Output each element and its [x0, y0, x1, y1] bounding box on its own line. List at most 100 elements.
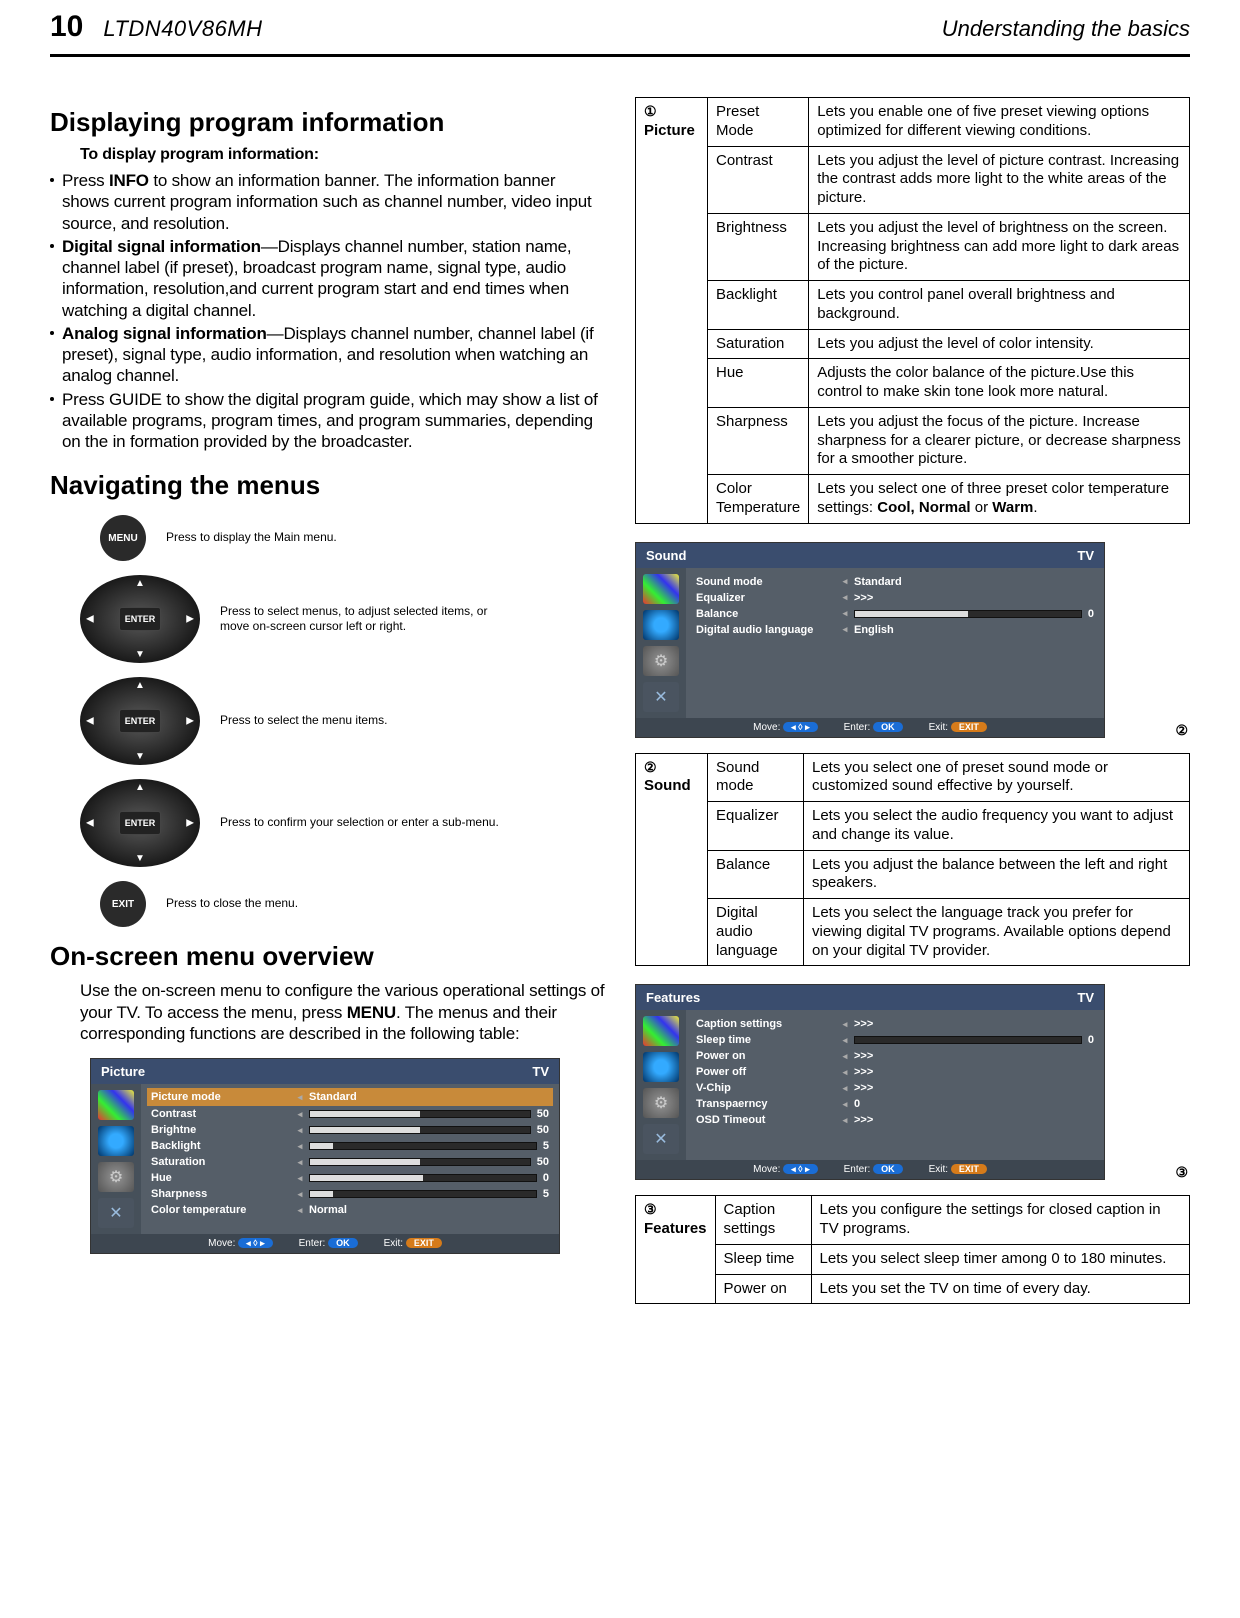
table-setting-name: Saturation [708, 329, 809, 359]
osd-label: Contrast [151, 1108, 291, 1120]
osd-tab-sound-icon[interactable] [643, 1052, 679, 1082]
osd-value: 0 [543, 1172, 549, 1184]
osd-tab-features-icon[interactable]: ⚙ [98, 1162, 134, 1192]
osd-row[interactable]: Brightne ◂ 50 [151, 1122, 549, 1138]
callout-number-3: ③ [635, 1164, 1190, 1181]
table-setting-description: Lets you select the language track you p… [804, 899, 1190, 966]
osd-row[interactable]: Sleep time ◂ 0 [696, 1032, 1094, 1048]
osd-footer-enter: Enter: OK [844, 1164, 903, 1175]
osd-label: Backlight [151, 1140, 291, 1152]
osd-tab-tools-icon[interactable]: ✕ [98, 1198, 134, 1228]
osd-row[interactable]: OSD Timeout ◂ >>> [696, 1112, 1094, 1128]
table-setting-name: Contrast [708, 146, 809, 213]
osd-value: 0 [1088, 608, 1094, 620]
osd-row[interactable]: Power off ◂ >>> [696, 1064, 1094, 1080]
osd-tab-picture-icon[interactable] [98, 1090, 134, 1120]
osd-row[interactable]: Transpaerncy ◂ 0 [696, 1096, 1094, 1112]
osd-tab-picture-icon[interactable] [643, 574, 679, 604]
table-setting-name: Power on [715, 1274, 811, 1304]
osd-title: Picture [101, 1064, 145, 1079]
bullet-icon [50, 244, 54, 248]
osd-row[interactable]: Picture mode ◂ Standard [147, 1088, 553, 1106]
osd-row[interactable]: Sound mode ◂ Standard [696, 574, 1094, 590]
osd-row[interactable]: Digital audio language ◂ English [696, 622, 1094, 638]
osd-footer-move: Move: ◂ ◊ ▸ [753, 1164, 818, 1175]
table-setting-description: Lets you adjust the level of brightness … [809, 213, 1190, 280]
osd-value: Normal [309, 1204, 347, 1216]
osd-footer-enter: Enter: OK [844, 722, 903, 733]
table-setting-description: Lets you select one of preset sound mode… [804, 753, 1190, 802]
osd-label: Caption settings [696, 1018, 836, 1030]
osd-label: Picture mode [151, 1091, 291, 1103]
ok-pill-icon: OK [873, 1164, 903, 1174]
osd-separator-icon: ◂ [291, 1189, 309, 1200]
osd-row[interactable]: Equalizer ◂ >>> [696, 590, 1094, 606]
table-setting-name: Brightness [708, 213, 809, 280]
ok-pill-icon: OK [873, 722, 903, 732]
heading-osd-overview: On-screen menu overview [50, 941, 605, 972]
osd-tab-features-icon[interactable]: ⚙ [643, 1088, 679, 1118]
chapter-title: Understanding the basics [942, 16, 1190, 42]
osd-features-menu: Features TV ⚙ ✕ Caption settings ◂ >>> S… [635, 984, 1105, 1180]
osd-label: Balance [696, 608, 836, 620]
osd-row[interactable]: Hue ◂ 0 [151, 1170, 549, 1186]
table-section-label: ③ Features [636, 1196, 716, 1304]
osd-footer-exit: Exit: EXIT [929, 1164, 987, 1175]
osd-separator-icon: ◂ [836, 624, 854, 635]
osd-label: OSD Timeout [696, 1114, 836, 1126]
osd-separator-icon: ◂ [291, 1109, 309, 1120]
osd-title: Features [646, 990, 700, 1005]
picture-settings-table: ① PicturePreset ModeLets you enable one … [635, 97, 1190, 524]
osd-tab-tools-icon[interactable]: ✕ [643, 1124, 679, 1154]
osd-row[interactable]: Backlight ◂ 5 [151, 1138, 549, 1154]
table-setting-name: Backlight [708, 281, 809, 330]
osd-separator-icon: ◂ [836, 1099, 854, 1110]
dpad-icon: ENTER ▲ ▼ ◀ ▶ [80, 575, 200, 663]
enter-button-icon: ENTER [119, 607, 161, 631]
osd-tab-sound-icon[interactable] [643, 610, 679, 640]
dpad-icon: ENTER ▲ ▼ ◀ ▶ [80, 779, 200, 867]
osd-row[interactable]: Caption settings ◂ >>> [696, 1016, 1094, 1032]
osd-row[interactable]: Balance ◂ 0 [696, 606, 1094, 622]
osd-value: 0 [854, 1098, 860, 1110]
dpad-icon: ENTER ▲ ▼ ◀ ▶ [80, 677, 200, 765]
heading-navigating-menus: Navigating the menus [50, 470, 605, 501]
osd-tab-picture-icon[interactable] [643, 1016, 679, 1046]
osd-row[interactable]: Contrast ◂ 50 [151, 1106, 549, 1122]
table-setting-name: Color Temperature [708, 475, 809, 524]
features-settings-table: ③ FeaturesCaption settingsLets you confi… [635, 1195, 1190, 1304]
osd-tab-tools-icon[interactable]: ✕ [643, 682, 679, 712]
osd-tab-sound-icon[interactable] [98, 1126, 134, 1156]
table-setting-description: Lets you adjust the level of color inten… [809, 329, 1190, 359]
dpad-description-3: Press to confirm your selection or enter… [220, 815, 499, 831]
table-setting-description: Lets you control panel overall brightnes… [809, 281, 1190, 330]
osd-row[interactable]: Color temperature ◂ Normal [151, 1202, 549, 1218]
osd-separator-icon: ◂ [291, 1125, 309, 1136]
osd-row[interactable]: Sharpness ◂ 5 [151, 1186, 549, 1202]
osd-footer-exit: Exit: EXIT [929, 722, 987, 733]
sound-settings-table: ② SoundSound modeLets you select one of … [635, 753, 1190, 967]
osd-separator-icon: ◂ [291, 1141, 309, 1152]
table-setting-name: Sleep time [715, 1244, 811, 1274]
osd-row[interactable]: Saturation ◂ 50 [151, 1154, 549, 1170]
table-setting-description: Lets you adjust the balance between the … [804, 850, 1190, 899]
osd-sound-menu: Sound TV ⚙ ✕ Sound mode ◂ Standard Equal… [635, 542, 1105, 738]
digital-signal-info: Digital signal information—Displays chan… [62, 236, 605, 321]
table-setting-name: Sound mode [708, 753, 804, 802]
table-setting-description: Lets you enable one of five preset viewi… [809, 98, 1190, 147]
table-setting-name: Preset Mode [708, 98, 809, 147]
table-setting-description: Lets you adjust the focus of the picture… [809, 407, 1190, 474]
osd-row[interactable]: V-Chip ◂ >>> [696, 1080, 1094, 1096]
osd-separator-icon: ◂ [291, 1205, 309, 1216]
osd-tab-features-icon[interactable]: ⚙ [643, 646, 679, 676]
osd-value: Standard [854, 576, 902, 588]
table-setting-description: Lets you select sleep timer among 0 to 1… [811, 1244, 1189, 1274]
bullet-icon [50, 331, 54, 335]
exit-button-description: Press to close the menu. [166, 896, 298, 912]
osd-separator-icon: ◂ [836, 1035, 854, 1046]
osd-row[interactable]: Power on ◂ >>> [696, 1048, 1094, 1064]
osd-label: Brightne [151, 1124, 291, 1136]
osd-label: Digital audio language [696, 624, 836, 636]
osd-separator-icon: ◂ [836, 576, 854, 587]
osd-separator-icon: ◂ [836, 1115, 854, 1126]
